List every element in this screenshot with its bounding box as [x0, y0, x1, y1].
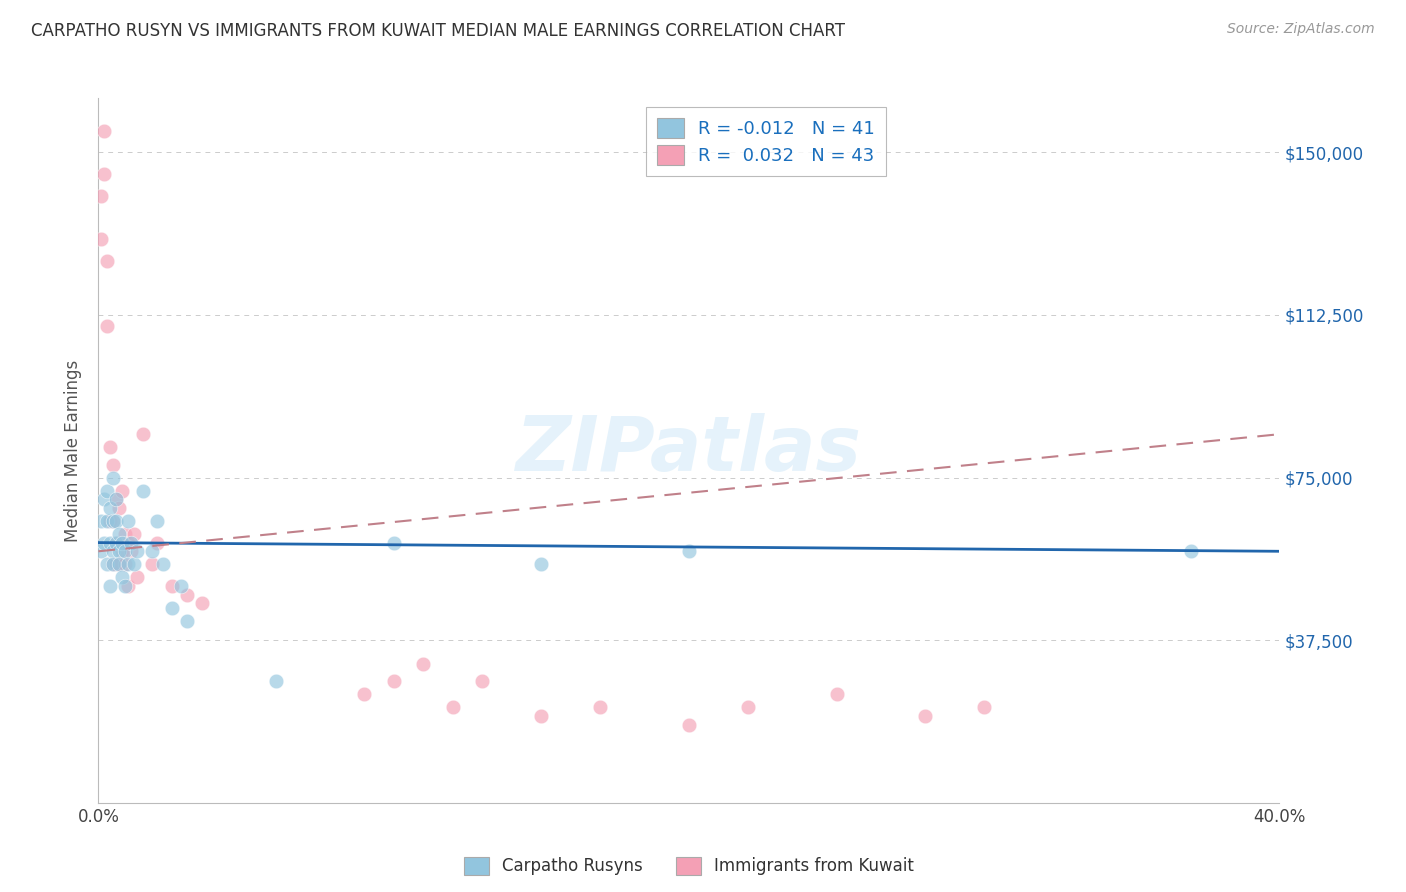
Point: [105, 492, 128, 507]
Point: [117, 514, 139, 528]
Point: [176, 588, 198, 602]
Point: [93, 167, 115, 181]
Point: [120, 535, 142, 549]
Legend: Carpatho Rusyns, Immigrants from Kuwait: Carpatho Rusyns, Immigrants from Kuwait: [457, 850, 921, 882]
Point: [114, 558, 136, 572]
Point: [737, 700, 759, 714]
Point: [96, 514, 118, 528]
Point: [170, 579, 193, 593]
Point: [117, 579, 139, 593]
Point: [93, 535, 115, 549]
Point: [90, 514, 112, 528]
Point: [382, 674, 405, 689]
Point: [122, 527, 145, 541]
Point: [132, 427, 155, 442]
Point: [93, 123, 115, 137]
Point: [111, 544, 134, 558]
Point: [122, 558, 145, 572]
Point: [108, 527, 131, 541]
Point: [108, 544, 131, 558]
Point: [471, 674, 494, 689]
Point: [146, 514, 169, 528]
Point: [108, 500, 131, 515]
Point: [103, 514, 125, 528]
Point: [973, 700, 995, 714]
Point: [530, 709, 553, 723]
Text: CARPATHO RUSYN VS IMMIGRANTS FROM KUWAIT MEDIAN MALE EARNINGS CORRELATION CHART: CARPATHO RUSYN VS IMMIGRANTS FROM KUWAIT…: [31, 22, 845, 40]
Point: [146, 535, 169, 549]
Point: [105, 558, 128, 572]
Point: [105, 535, 128, 549]
Point: [825, 687, 848, 701]
Point: [103, 470, 125, 484]
Point: [103, 558, 125, 572]
Point: [103, 514, 125, 528]
Point: [93, 492, 115, 507]
Point: [96, 318, 118, 333]
Point: [90, 544, 112, 558]
Point: [98, 500, 121, 515]
Point: [96, 253, 118, 268]
Point: [125, 570, 148, 584]
Point: [105, 514, 128, 528]
Point: [98, 440, 121, 454]
Point: [111, 570, 134, 584]
Point: [103, 544, 125, 558]
Point: [111, 535, 134, 549]
Point: [103, 558, 125, 572]
Point: [264, 674, 287, 689]
Point: [114, 527, 136, 541]
Point: [90, 232, 112, 246]
Point: [98, 514, 121, 528]
Text: ZIPatlas: ZIPatlas: [516, 414, 862, 487]
Point: [96, 558, 118, 572]
Point: [152, 558, 174, 572]
Point: [120, 544, 142, 558]
Point: [117, 558, 139, 572]
Point: [114, 579, 136, 593]
Point: [141, 544, 163, 558]
Point: [98, 579, 121, 593]
Point: [191, 596, 214, 610]
Point: [530, 558, 553, 572]
Point: [441, 700, 464, 714]
Point: [111, 483, 134, 498]
Point: [678, 544, 700, 558]
Y-axis label: Median Male Earnings: Median Male Earnings: [65, 359, 83, 541]
Point: [90, 188, 112, 202]
Point: [105, 535, 128, 549]
Point: [382, 535, 405, 549]
Point: [353, 687, 375, 701]
Point: [589, 700, 612, 714]
Point: [108, 558, 131, 572]
Text: Source: ZipAtlas.com: Source: ZipAtlas.com: [1227, 22, 1375, 37]
Point: [114, 544, 136, 558]
Point: [96, 483, 118, 498]
Point: [105, 492, 128, 507]
Point: [162, 579, 183, 593]
Point: [98, 535, 121, 549]
Point: [162, 600, 183, 615]
Point: [914, 709, 936, 723]
Point: [678, 717, 700, 731]
Point: [103, 458, 125, 472]
Point: [108, 558, 131, 572]
Point: [125, 544, 148, 558]
Point: [1180, 544, 1202, 558]
Point: [132, 483, 155, 498]
Point: [117, 535, 139, 549]
Point: [141, 558, 163, 572]
Point: [412, 657, 434, 671]
Point: [176, 614, 198, 628]
